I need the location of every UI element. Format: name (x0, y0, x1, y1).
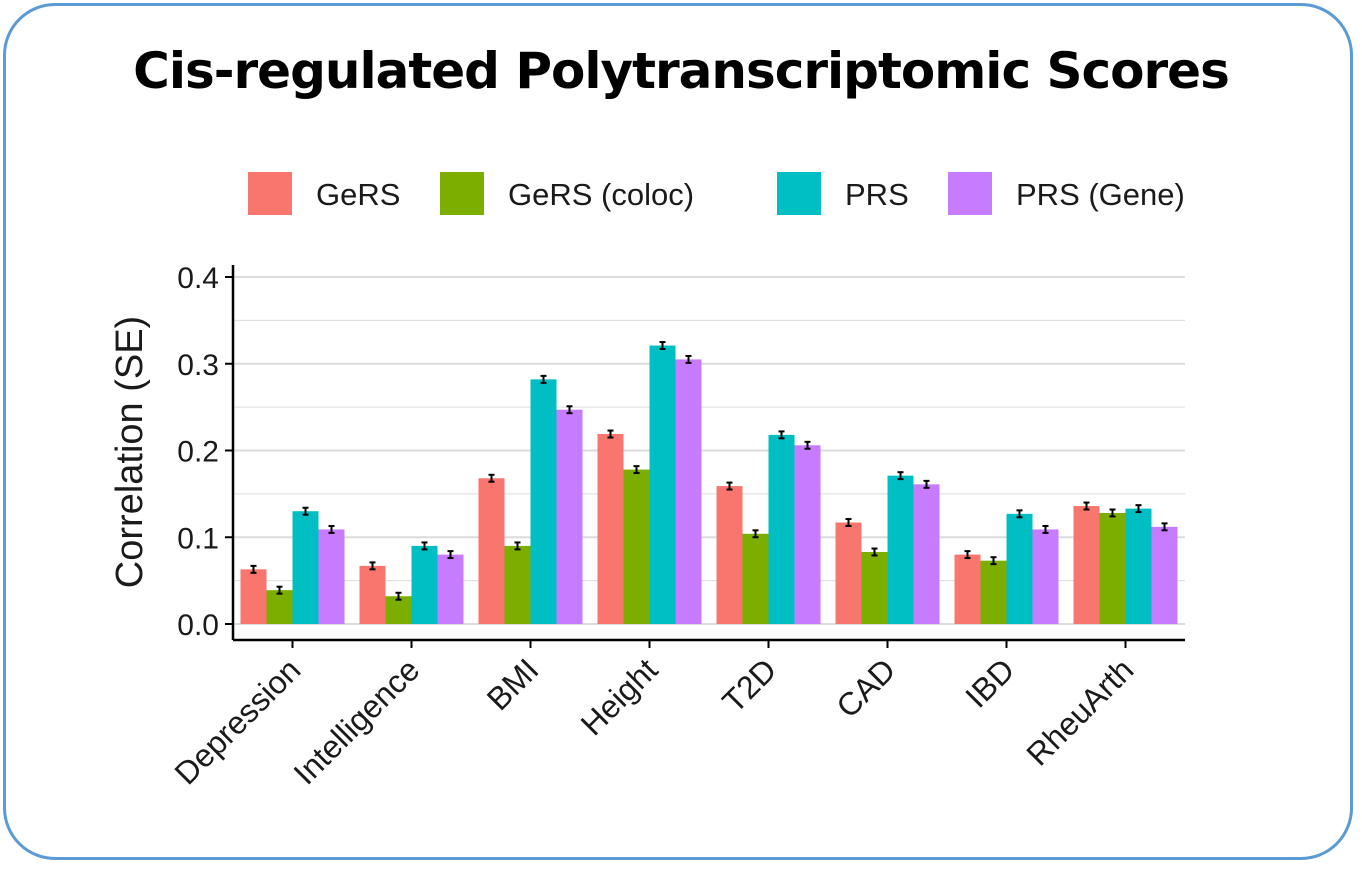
bar-height-prs (649, 345, 676, 624)
legend-label-gers-coloc: GeRS (coloc) (508, 177, 694, 212)
bar-t2d-gers-coloc (742, 533, 769, 624)
chart-title: Cis-regulated Polytranscriptomic Scores (133, 42, 1230, 100)
y-tick-label: 0.3 (177, 349, 219, 382)
bar-depression-prs-gene (318, 529, 345, 624)
bar-depression-gers-coloc (266, 590, 293, 624)
bar-cad-prs-gene (913, 484, 940, 624)
bar-cad-gers-coloc (861, 551, 888, 624)
bar-rheuarth-gers (1073, 506, 1100, 624)
bar-bmi-prs (530, 379, 557, 624)
bar-bmi-gers (478, 478, 505, 624)
legend-swatch-gers (248, 172, 292, 215)
y-tick-label: 0.1 (177, 522, 219, 555)
legend-swatch-prs (777, 172, 821, 215)
y-tick-label: 0.4 (177, 262, 219, 295)
x-tick-label-rheuarth: RheuArth (1019, 651, 1140, 772)
x-tick-label-ibd: IBD (958, 651, 1021, 714)
bar-height-gers-coloc (623, 469, 650, 624)
bar-intelligence-prs (411, 545, 438, 624)
bar-intelligence-gers (359, 565, 386, 624)
legend-label-prs: PRS (845, 177, 909, 212)
bar-t2d-prs (768, 434, 795, 624)
bar-t2d-gers (716, 486, 743, 624)
bar-cad-prs (887, 475, 914, 624)
bar-intelligence-gers-coloc (385, 596, 412, 624)
bar-rheuarth-prs-gene (1151, 526, 1178, 624)
y-axis-label: Correlation (SE) (109, 316, 151, 588)
error-bars-layer (250, 341, 1168, 601)
bar-bmi-prs-gene (556, 409, 583, 624)
x-tick-label-intelligence: Intelligence (287, 651, 427, 791)
x-tick-label-bmi: BMI (480, 651, 546, 717)
x-tick-label-cad: CAD (829, 651, 902, 724)
bar-ibd-gers-coloc (980, 560, 1007, 624)
x-tick-label-depression: Depression (168, 651, 308, 791)
y-tick-label: 0.0 (177, 609, 219, 642)
legend-label-gers: GeRS (316, 177, 400, 212)
bar-rheuarth-gers-coloc (1099, 512, 1126, 624)
bars-layer (240, 345, 1178, 624)
legend: GeRS GeRS (coloc) PRS PRS (Gene) (248, 172, 1185, 215)
bar-ibd-prs-gene (1032, 529, 1059, 624)
bar-t2d-prs-gene (794, 445, 821, 624)
bar-intelligence-prs-gene (437, 554, 464, 624)
bar-depression-gers (240, 569, 267, 624)
legend-swatch-prs-gene (948, 172, 992, 215)
x-tick-label-t2d: T2D (715, 651, 783, 719)
legend-label-prs-gene: PRS (Gene) (1016, 177, 1185, 212)
bar-depression-prs (292, 511, 319, 624)
bar-bmi-gers-coloc (504, 545, 531, 624)
y-tick-label: 0.2 (177, 436, 219, 469)
bar-ibd-gers (954, 554, 981, 624)
x-tick-label-height: Height (574, 651, 665, 742)
bar-rheuarth-prs (1125, 508, 1152, 624)
legend-swatch-gers-coloc (440, 172, 484, 215)
bar-height-prs-gene (675, 359, 702, 624)
bar-cad-gers (835, 522, 862, 624)
bar-height-gers (597, 434, 624, 624)
bar-ibd-prs (1006, 513, 1033, 624)
